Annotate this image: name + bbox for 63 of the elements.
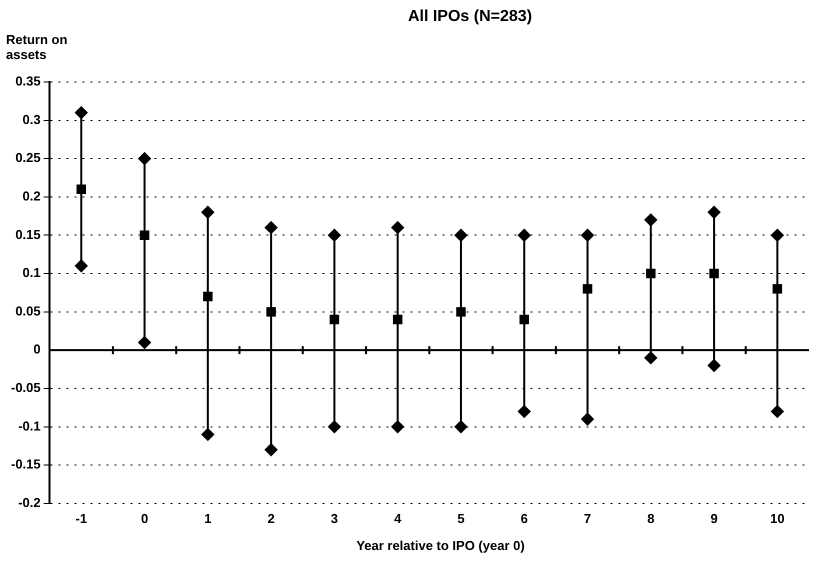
point — [74, 259, 88, 272]
point — [330, 314, 340, 324]
point — [708, 358, 721, 372]
point — [518, 228, 531, 242]
point — [709, 268, 719, 278]
x-tick-label: 4 — [394, 510, 402, 526]
point — [772, 284, 782, 294]
x-tick-label: 7 — [584, 510, 592, 526]
y-tick-label: 0 — [33, 342, 41, 357]
y-tick-label: 0.2 — [22, 188, 41, 204]
y-tick-label: -0.15 — [10, 456, 41, 472]
point — [456, 307, 466, 317]
y-tick-label: 0.1 — [22, 265, 41, 280]
point — [644, 213, 658, 226]
point — [392, 314, 402, 324]
x-axis-title: Year relative to IPO (year 0) — [355, 538, 526, 553]
point — [391, 420, 404, 434]
x-tick-label: 6 — [520, 510, 528, 526]
point — [582, 284, 592, 294]
point — [770, 228, 784, 242]
point — [76, 184, 86, 194]
x-tick-label: 2 — [267, 510, 275, 526]
point — [454, 420, 468, 434]
y-tick-label: 0.15 — [15, 226, 41, 242]
point — [140, 230, 150, 240]
point — [644, 351, 658, 364]
point — [201, 206, 214, 219]
x-tick-label: 5 — [457, 510, 465, 526]
chart-title: All IPOs (N=283) — [406, 8, 534, 26]
y-tick-label: 0.25 — [15, 150, 41, 166]
y-tick-label: 0.05 — [15, 303, 41, 318]
x-tick-label: 0 — [140, 510, 148, 526]
x-tick-label: 10 — [770, 510, 785, 526]
x-tick-label: 3 — [330, 510, 338, 526]
point — [518, 404, 531, 418]
x-tick-label: 8 — [647, 510, 654, 526]
y-tick-label: 0.3 — [22, 112, 41, 127]
y-tick-label: -0.1 — [18, 418, 41, 434]
point — [454, 228, 468, 242]
point — [264, 443, 278, 456]
point — [391, 221, 404, 234]
point — [266, 307, 276, 317]
y-tick-label: 0.35 — [15, 74, 41, 89]
point — [328, 420, 341, 434]
x-tick-label: -1 — [75, 510, 88, 526]
x-tick-label: 1 — [204, 510, 212, 526]
y-axis-title: Return on assets — [6, 32, 68, 62]
point — [328, 228, 341, 242]
point — [770, 404, 784, 418]
point — [203, 292, 213, 302]
point — [201, 428, 214, 441]
point — [519, 314, 529, 324]
x-tick-label: 9 — [710, 510, 718, 526]
point — [646, 268, 656, 278]
y-tick-label: -0.2 — [18, 494, 41, 510]
point — [581, 228, 594, 242]
y-tick-label: -0.05 — [10, 380, 41, 396]
point — [581, 412, 594, 426]
point — [138, 152, 152, 166]
point — [264, 221, 278, 234]
point — [708, 206, 721, 219]
point — [74, 106, 88, 120]
point — [138, 336, 152, 349]
